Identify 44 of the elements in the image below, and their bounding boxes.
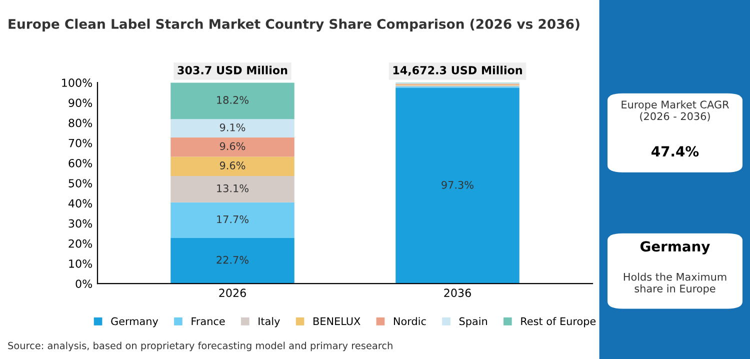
- bar: [170, 156, 294, 176]
- data-label: 97.3%: [442, 180, 474, 189]
- annotation: 303.7 USD Million: [178, 66, 288, 74]
- legend-label: Nordic: [394, 317, 426, 326]
- y-tick-label: 90%: [68, 98, 92, 108]
- x-tick-label: 2026: [219, 288, 246, 298]
- legend-label: Spain: [459, 317, 487, 328]
- data-label: 17.7%: [217, 215, 248, 224]
- data-label: 9.1%: [220, 123, 246, 132]
- legend-label: BENELUX: [314, 317, 360, 326]
- bar: [396, 88, 520, 284]
- chart-title: Europe Clean Label Starch Market Country Share Comparison (2026 vs 2036): [8, 18, 580, 32]
- y-tick-label: 50%: [68, 179, 92, 188]
- y-tick-label: 0%: [76, 280, 92, 288]
- data-label: 18.2%: [217, 96, 248, 104]
- annotation: 14,672.3 USD Million: [393, 66, 522, 76]
- text: 47.4%: [652, 146, 699, 157]
- text: Europe Market CAGR (2026 - 2036): [622, 100, 729, 122]
- bar: [170, 238, 294, 284]
- bar: [170, 202, 294, 238]
- y-tick-label: 80%: [68, 118, 92, 128]
- legend-label: Italy: [258, 317, 280, 328]
- text: Holds the Maximum share in Europe: [624, 272, 726, 294]
- data-label: 9.6%: [220, 142, 246, 150]
- y-tick-label: 40%: [68, 199, 92, 208]
- data-label: 9.6%: [220, 162, 246, 170]
- bar: [170, 176, 294, 202]
- source-note: Source: analysis, based on proprietary forecasting model and primary research: [8, 342, 392, 352]
- x-tick-label: 2036: [444, 288, 471, 298]
- legend-label: France: [192, 317, 225, 326]
- bar: [170, 137, 294, 157]
- legend-label: Germany: [111, 317, 158, 328]
- bar: [170, 82, 294, 120]
- y-tick-label: 100%: [62, 78, 92, 87]
- y-tick-label: 30%: [68, 219, 92, 228]
- y-tick-label: 10%: [69, 259, 92, 268]
- data-label: 22.7%: [216, 256, 248, 264]
- y-tick-label: 70%: [68, 138, 92, 148]
- y-tick-label: 60%: [68, 158, 92, 168]
- bar: [170, 119, 294, 138]
- data-label: 13.1%: [217, 184, 248, 192]
- text: Germany: [640, 241, 710, 254]
- y-tick-label: 20%: [68, 239, 92, 248]
- legend-label: Rest of Europe: [521, 317, 596, 328]
